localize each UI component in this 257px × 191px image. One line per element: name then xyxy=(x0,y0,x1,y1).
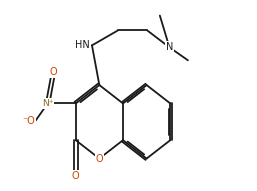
Text: O: O xyxy=(96,154,103,163)
Text: N⁺: N⁺ xyxy=(42,99,53,108)
Text: O: O xyxy=(50,67,57,77)
Text: HN: HN xyxy=(75,40,90,50)
Text: N: N xyxy=(166,42,173,52)
Text: O: O xyxy=(72,171,79,181)
Text: ⁻O: ⁻O xyxy=(22,116,35,126)
